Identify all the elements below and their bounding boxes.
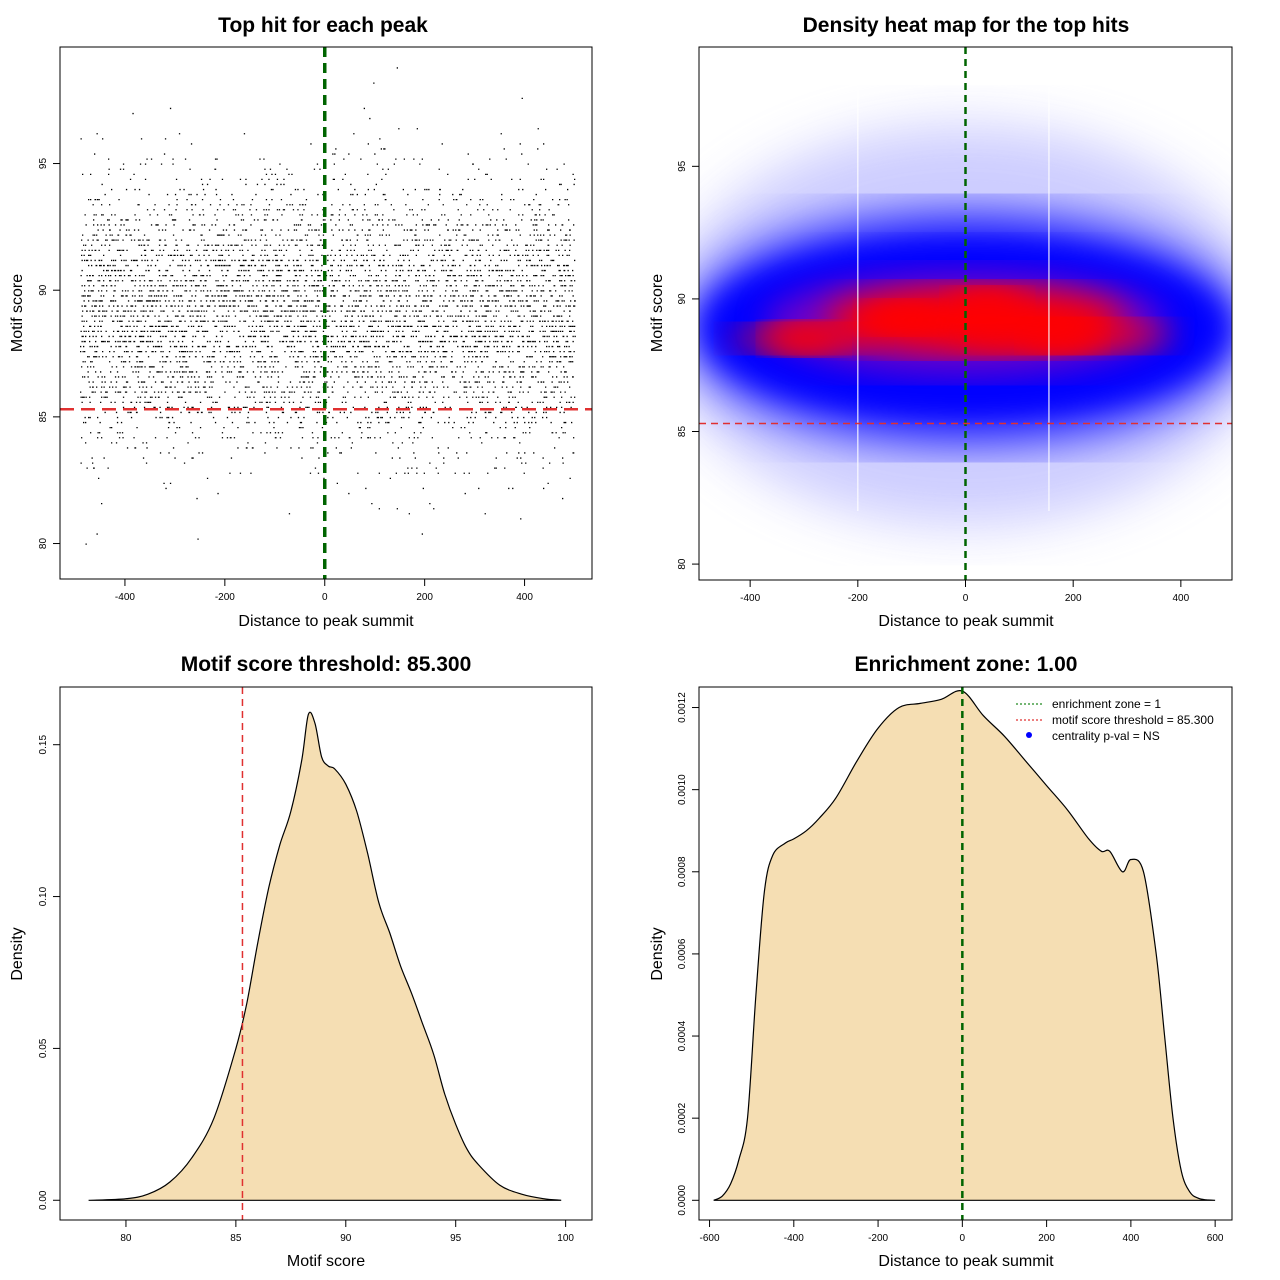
x-tick-label: 0 [322, 592, 328, 603]
legend-centrality-label: centrality p-val = NS [1052, 729, 1160, 743]
y-tick-label: 0.15 [38, 735, 49, 755]
scatter-xlabel: Distance to peak summit [238, 613, 414, 630]
x-tick-label: 100 [557, 1233, 574, 1244]
x-tick-label: 90 [340, 1233, 352, 1244]
distance-density-x-axis: -600 -400 -200 0 200 400 600 [700, 1220, 1224, 1244]
y-tick-label: 0.0004 [677, 1020, 688, 1051]
x-tick-label: 200 [416, 592, 433, 603]
scatter-points [80, 67, 576, 545]
x-tick-label: 600 [1207, 1233, 1224, 1244]
score-density-area [88, 711, 562, 1201]
heat-hotspot [1022, 320, 1103, 353]
heat-hotspot [947, 288, 1028, 321]
heat-hotspot [763, 322, 844, 355]
distance-density-ylabel: Density [649, 927, 666, 980]
y-tick-label: 80 [677, 558, 688, 570]
score-density-ylabel: Density [9, 927, 26, 980]
y-tick-label: 90 [677, 293, 688, 305]
y-tick-label: 95 [38, 158, 49, 170]
panel-distance-density: Enrichment zone: 1.00 -600 -400 -200 0 200 40… [649, 653, 1233, 1270]
distance-density-area [713, 690, 1216, 1201]
x-tick-label: 80 [120, 1233, 132, 1244]
scatter-ylabel: Motif score [9, 274, 26, 352]
heatmap-title: Density heat map for the top hits [803, 14, 1130, 37]
score-density-plot-frame [59, 686, 593, 1221]
heatmap-white-lines [857, 86, 1050, 512]
scatter-plot-frame [59, 46, 593, 580]
panel-score-density: Motif score threshold: 85.300 80 85 90 95 10… [9, 653, 593, 1270]
distance-density-title: Enrichment zone: 1.00 [855, 653, 1078, 676]
y-tick-label: 0.0008 [677, 856, 688, 887]
x-tick-label: -400 [740, 593, 760, 604]
panel-heatmap: Density heat map for the top hits -400 -2… [649, 14, 1233, 630]
x-tick-label: 400 [1173, 593, 1190, 604]
y-tick-label: 0.00 [38, 1190, 49, 1210]
x-tick-label: 200 [1065, 593, 1082, 604]
y-tick-label: 80 [38, 538, 49, 550]
y-tick-label: 85 [677, 426, 688, 438]
distance-density-xlabel: Distance to peak summit [878, 1253, 1054, 1270]
heatmap-xlabel: Distance to peak summit [878, 613, 1054, 630]
scatter-title: Top hit for each peak [218, 14, 428, 37]
y-tick-label: 90 [38, 284, 49, 296]
legend-threshold-label: motif score threshold = 85.300 [1052, 713, 1214, 727]
y-tick-label: 0.10 [38, 886, 49, 906]
distance-density-y-axis: 0.0000 0.0002 0.0004 0.0006 0.0008 0.0010 0.00… [677, 692, 699, 1216]
scatter-y-axis: 80 85 90 95 [38, 158, 60, 550]
y-tick-label: 0.05 [38, 1038, 49, 1058]
x-tick-label: 0 [960, 1233, 966, 1244]
heatmap-x-axis: -400 -200 0 200 400 [740, 580, 1190, 604]
x-tick-label: 95 [450, 1233, 462, 1244]
x-tick-label: -200 [868, 1233, 888, 1244]
x-tick-label: -200 [215, 592, 235, 603]
y-tick-label: 0.0012 [677, 692, 688, 723]
score-density-x-axis: 80 85 90 95 100 [120, 1220, 574, 1244]
scatter-x-axis: -400 -200 0 200 400 [115, 579, 533, 603]
x-tick-label: -400 [784, 1233, 804, 1244]
x-tick-label: -400 [115, 592, 135, 603]
x-tick-label: 85 [230, 1233, 242, 1244]
heatmap-ylabel: Motif score [649, 274, 666, 352]
heatmap-density [699, 125, 1232, 526]
x-tick-label: 400 [516, 592, 533, 603]
x-tick-label: 400 [1123, 1233, 1140, 1244]
legend-centrality-point [1026, 732, 1032, 738]
y-tick-label: 95 [677, 160, 688, 172]
score-density-title: Motif score threshold: 85.300 [181, 653, 472, 676]
score-density-y-axis: 0.00 0.05 0.10 0.15 [38, 735, 60, 1210]
legend-enrichment-label: enrichment zone = 1 [1052, 697, 1161, 711]
heat-hotspot [860, 301, 941, 334]
x-tick-label: -200 [848, 593, 868, 604]
panel-scatter: Top hit for each peak -400 -200 0 200 400 80… [9, 14, 593, 630]
score-density-xlabel: Motif score [287, 1253, 365, 1270]
y-tick-label: 0.0006 [677, 938, 688, 969]
y-tick-label: 85 [38, 411, 49, 423]
y-tick-label: 0.0010 [677, 774, 688, 805]
x-tick-label: -600 [700, 1233, 720, 1244]
scatter-point-cloud [80, 67, 576, 545]
x-tick-label: 200 [1038, 1233, 1055, 1244]
legend: enrichment zone = 1 motif score threshol… [1016, 697, 1214, 743]
x-tick-label: 0 [963, 593, 969, 604]
y-tick-label: 0.0002 [677, 1102, 688, 1133]
heatmap-y-axis: 80 85 90 95 [677, 160, 699, 570]
y-tick-label: 0.0000 [677, 1185, 688, 1216]
